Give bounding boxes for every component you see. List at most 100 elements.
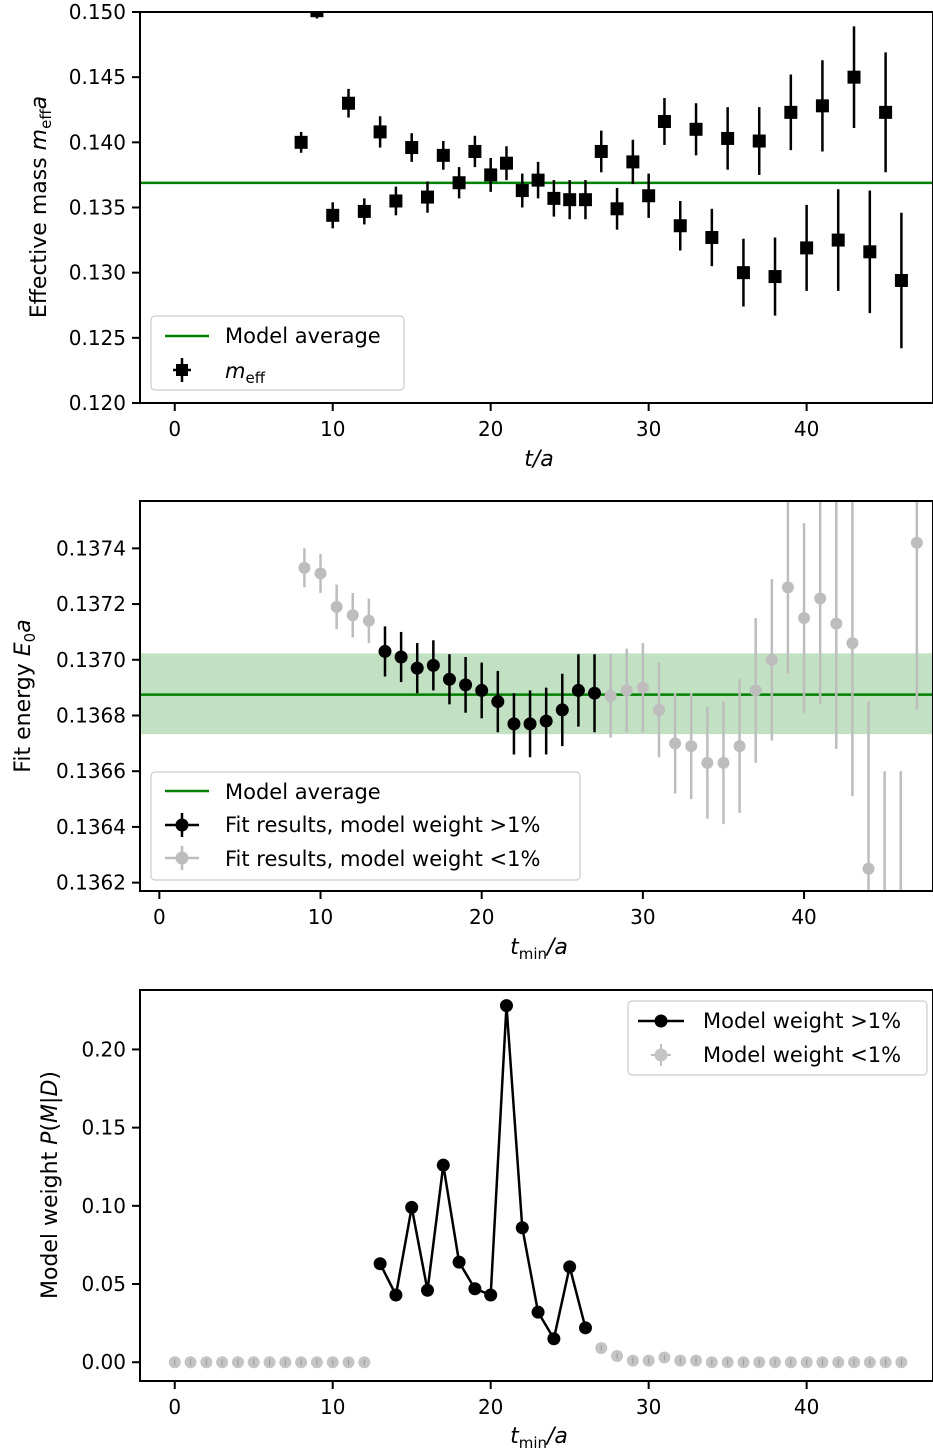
meff-point [421,190,435,204]
x-tick-label: 10 [308,905,333,929]
x-tick-label: 10 [320,1395,345,1419]
y-tick-label: 0.120 [69,391,126,415]
meff-point [531,173,545,187]
meff-point [831,233,845,247]
low-weight-point [652,703,665,716]
high-weight-point [389,1288,403,1302]
meff-point [768,270,782,284]
legend-label: Model average [225,780,381,804]
legend-weight-low-marker [175,851,189,865]
legend-label: Model weight <1% [703,1043,901,1067]
x-tick-label: 30 [636,417,661,441]
meff-point [847,70,861,84]
meff-point [405,141,419,155]
meff-point [642,189,656,203]
low-weight-point [362,614,375,627]
low-weight-point [814,592,827,605]
meff-point [515,184,529,198]
high-weight-line [378,1005,587,1343]
y-tick-label: 0.15 [81,1116,126,1140]
meff-point [736,266,750,280]
high-weight-point [578,1321,592,1335]
legend-label: Model weight >1% [703,1009,901,1033]
low-weight-point [765,653,778,666]
legend: Model average meff [150,315,405,391]
meff-point [626,155,640,169]
meff-point [894,273,908,287]
meff-point [484,168,498,182]
meff-point [452,176,466,190]
meff-point [547,191,561,205]
y-tick-label: 0.125 [69,326,126,350]
model-weight-axes: 0 10 20 30 40 0.00 0.05 0.10 0.15 0.20 [81,1037,819,1419]
y-axis-label: Effective mass meffa [27,96,55,318]
high-weight-point [452,1255,466,1269]
x-tick-label: 30 [636,1395,661,1419]
x-axis-label: tmin/a [510,1424,568,1452]
meff-point [578,193,592,207]
meff-point [752,134,766,148]
legend-label: Fit results, model weight <1% [225,847,540,871]
meff-point [815,99,829,113]
x-axis-label: t/a [524,447,554,472]
low-weight-point [717,756,730,769]
meff-point [657,114,671,128]
y-tick-label: 0.1372 [56,592,126,616]
high-weight-point [475,683,489,697]
y-axis-label: Fit energy E0a [11,619,39,772]
low-weight-point [733,740,746,753]
model-weight-panel: 0 10 20 30 40 0.00 0.05 0.10 0.15 0.20 tmin/a Mod… [38,989,933,1452]
high-weight-point [588,686,602,700]
y-tick-label: 0.1362 [56,871,126,895]
y-tick-label: 0.130 [69,261,126,285]
y-tick-label: 0.1374 [56,536,126,560]
y-tick-label: 0.1366 [56,759,126,783]
x-tick-label: 20 [478,417,503,441]
y-tick-label: 0.1364 [56,815,126,839]
high-weight-point [491,695,505,709]
x-tick-label: 20 [469,905,494,929]
high-weight-point [373,1257,387,1271]
legend-box [627,1000,928,1076]
high-weight-point [421,1283,435,1297]
low-weight-point [620,684,633,697]
meff-point [468,144,482,158]
low-weight-point [669,737,682,750]
legend-meff-marker [176,364,188,376]
y-axis-label: Model weight P(M|D) [38,1071,63,1299]
high-weight-point [426,658,440,672]
low-weight-point [685,740,698,753]
x-tick-label: 40 [794,417,819,441]
high-weight-point [515,1221,529,1235]
fit-energy-axes: 0 10 20 30 40 0.1362 0.1364 0.1366 0.1368 0.1370 0… [56,536,817,929]
y-tick-label: 0.150 [69,0,126,24]
meff-point [705,230,719,244]
x-tick-label: 30 [630,905,655,929]
low-weight-point [298,561,311,574]
y-tick-label: 0.1370 [56,648,126,672]
effective-mass-panel: 0 10 20 30 40 0.120 0.125 0.130 0.135 0.140 0.145 0… [27,0,933,472]
high-weight-point [442,672,456,686]
legend: Model average Fit results, model weight … [150,771,581,881]
legend-label: meff [225,359,266,387]
meff-point [310,12,324,18]
high-weight-point [394,650,408,664]
low-weight-point [604,690,617,702]
meff-point [784,105,798,119]
high-weight-point [507,717,521,731]
y-tick-label: 0.140 [69,130,126,154]
low-weight-point [314,567,327,580]
meff-point [721,131,735,145]
effective-mass-points [294,12,908,349]
meff-point [294,135,308,149]
low-weight-point [798,612,811,624]
meff-point [673,219,687,233]
meff-point [863,245,877,259]
plot-frame [139,989,933,1382]
fit-energy-panel: 0 10 20 30 40 0.1362 0.1364 0.1366 0.1368 0.1370 0… [11,500,933,963]
low-weight-point [636,681,649,694]
meff-point [800,241,814,255]
meff-point [326,208,340,222]
meff-point [499,156,513,170]
